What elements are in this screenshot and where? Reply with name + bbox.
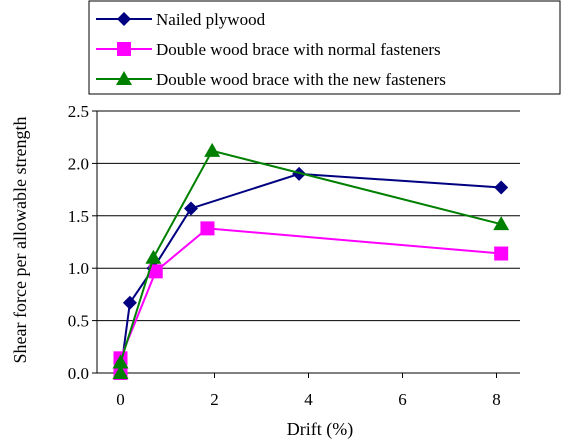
x-tick-label: 8 [492,390,501,409]
series [113,166,509,380]
legend-item: Double wood brace with normal fasteners [96,40,441,59]
y-tick-label: 0.5 [68,312,89,331]
data-point [493,216,510,231]
series-layer [112,142,510,380]
y-tick-label: 0.0 [68,364,89,383]
data-point [494,246,509,261]
x-tick-label: 6 [398,390,407,409]
y-tick-label: 1.5 [68,207,89,226]
y-axis-label: Shear force per allowable strength [10,117,30,364]
data-point [145,249,162,264]
data-point [148,264,163,279]
x-axis-label: Drift (%) [287,419,353,440]
data-point [116,71,132,85]
legend-item: Nailed plywood [96,10,266,29]
grid [97,110,520,322]
x-tick-label: 2 [210,390,219,409]
data-point [112,354,129,369]
axes: 0.0 0.5 1.0 1.5 2.0 2.5 0 2 4 6 8 [68,102,520,409]
series [112,142,510,379]
legend-label: Double wood brace with normal fasteners [156,40,441,59]
legend: Nailed plywood Double wood brace with nor… [88,0,561,95]
x-tick-label: 4 [304,390,313,409]
series-line [119,172,502,374]
legend-label: Double wood brace with the new fasteners [156,70,446,89]
data-point [200,221,215,236]
legend-item: Double wood brace with the new fasteners [96,70,446,89]
data-point [117,12,131,26]
data-point [494,180,509,195]
data-point [112,365,129,379]
data-point [184,201,198,216]
data-point [117,42,131,56]
y-tick-label: 2.0 [68,154,89,173]
data-point [204,142,221,157]
x-tick-label: 0 [116,390,125,409]
series [113,221,509,380]
y-tick-label: 2.5 [68,102,89,121]
legend-frame [88,0,561,95]
y-tick-label: 1.0 [68,259,89,278]
data-point [122,295,137,310]
legend-label: Nailed plywood [156,10,266,29]
series-line [119,227,502,373]
